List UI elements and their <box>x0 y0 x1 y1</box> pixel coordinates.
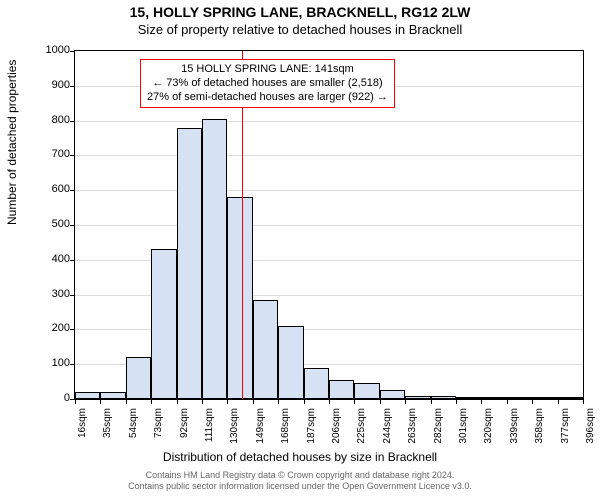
x-tick <box>329 399 330 404</box>
annotation-line: ← 73% of detached houses are smaller (2,… <box>147 77 388 91</box>
x-tick <box>304 399 305 404</box>
y-tick-label: 0 <box>30 392 70 404</box>
y-tick-label: 700 <box>30 148 70 160</box>
x-tick-label: 111sqm <box>204 408 215 468</box>
x-tick <box>151 399 152 404</box>
gridline <box>75 155 583 156</box>
x-tick <box>456 399 457 404</box>
y-tick <box>70 329 75 330</box>
y-tick <box>70 295 75 296</box>
y-tick-label: 800 <box>30 114 70 126</box>
histogram-bar <box>405 396 430 399</box>
y-tick <box>70 260 75 261</box>
histogram-bar <box>507 397 532 399</box>
x-tick-label: 187sqm <box>306 408 317 468</box>
x-tick <box>431 399 432 404</box>
x-tick-label: 396sqm <box>585 408 596 468</box>
x-tick-label: 377sqm <box>560 408 571 468</box>
histogram-bar <box>481 397 506 399</box>
y-tick <box>70 364 75 365</box>
x-tick <box>405 399 406 404</box>
x-tick-label: 263sqm <box>407 408 418 468</box>
x-tick-label: 206sqm <box>331 408 342 468</box>
annotation-line: 15 HOLLY SPRING LANE: 141sqm <box>147 63 388 77</box>
histogram-bar <box>75 392 100 399</box>
plot-area: 15 HOLLY SPRING LANE: 141sqm← 73% of det… <box>74 50 584 400</box>
y-tick <box>70 86 75 87</box>
histogram-bar <box>253 300 278 399</box>
gridline <box>75 225 583 226</box>
y-tick-label: 600 <box>30 183 70 195</box>
chart-container: 15, HOLLY SPRING LANE, BRACKNELL, RG12 2… <box>0 0 600 500</box>
histogram-bar <box>177 128 202 399</box>
x-tick <box>278 399 279 404</box>
histogram-bar <box>151 249 176 399</box>
y-tick-label: 100 <box>30 357 70 369</box>
y-tick-label: 500 <box>30 218 70 230</box>
x-tick-label: 92sqm <box>179 408 190 468</box>
x-tick-label: 301sqm <box>458 408 469 468</box>
annotation-box: 15 HOLLY SPRING LANE: 141sqm← 73% of det… <box>140 59 395 108</box>
x-tick-label: 16sqm <box>77 408 88 468</box>
x-tick-label: 244sqm <box>382 408 393 468</box>
y-tick <box>70 121 75 122</box>
x-tick <box>507 399 508 404</box>
y-tick-label: 300 <box>30 288 70 300</box>
x-tick <box>75 399 76 404</box>
x-tick-label: 282sqm <box>433 408 444 468</box>
histogram-bar <box>558 397 583 399</box>
y-tick-label: 200 <box>30 322 70 334</box>
histogram-bar <box>126 357 151 399</box>
x-tick-label: 130sqm <box>229 408 240 468</box>
histogram-bar <box>304 368 329 399</box>
x-tick-label: 54sqm <box>128 408 139 468</box>
x-tick <box>253 399 254 404</box>
x-tick <box>202 399 203 404</box>
x-tick <box>227 399 228 404</box>
histogram-bar <box>278 326 303 399</box>
x-tick-label: 35sqm <box>102 408 113 468</box>
y-tick-label: 1000 <box>30 44 70 56</box>
gridline <box>75 121 583 122</box>
x-tick <box>532 399 533 404</box>
gridline <box>75 190 583 191</box>
histogram-bar <box>456 397 481 399</box>
histogram-bar <box>532 397 557 399</box>
footnote: Contains HM Land Registry data © Crown c… <box>0 470 600 492</box>
x-tick-label: 73sqm <box>153 408 164 468</box>
histogram-bar <box>354 383 379 399</box>
histogram-bar <box>329 380 354 399</box>
y-tick <box>70 225 75 226</box>
y-tick <box>70 190 75 191</box>
x-tick <box>354 399 355 404</box>
x-tick-label: 320sqm <box>483 408 494 468</box>
histogram-bar <box>380 390 405 399</box>
x-tick-label: 339sqm <box>509 408 520 468</box>
x-tick-label: 358sqm <box>534 408 545 468</box>
x-tick <box>177 399 178 404</box>
chart-title-address: 15, HOLLY SPRING LANE, BRACKNELL, RG12 2… <box>0 4 600 20</box>
x-tick-label: 168sqm <box>280 408 291 468</box>
x-tick-label: 149sqm <box>255 408 266 468</box>
x-tick-label: 225sqm <box>356 408 367 468</box>
x-tick <box>481 399 482 404</box>
x-tick <box>380 399 381 404</box>
histogram-bar <box>100 392 125 399</box>
histogram-bar <box>202 119 227 399</box>
y-tick-label: 900 <box>30 79 70 91</box>
y-tick-label: 400 <box>30 253 70 265</box>
annotation-line: 27% of semi-detached houses are larger (… <box>147 91 388 105</box>
y-axis-label: Number of detached properties <box>5 60 19 225</box>
histogram-bar <box>431 396 456 399</box>
x-tick <box>126 399 127 404</box>
x-tick <box>583 399 584 404</box>
y-tick <box>70 51 75 52</box>
chart-title-subtitle: Size of property relative to detached ho… <box>0 22 600 37</box>
y-tick <box>70 155 75 156</box>
x-tick <box>558 399 559 404</box>
footnote-line-1: Contains HM Land Registry data © Crown c… <box>146 470 455 480</box>
footnote-line-2: Contains public sector information licen… <box>128 481 472 491</box>
histogram-bar <box>227 197 252 399</box>
x-tick <box>100 399 101 404</box>
